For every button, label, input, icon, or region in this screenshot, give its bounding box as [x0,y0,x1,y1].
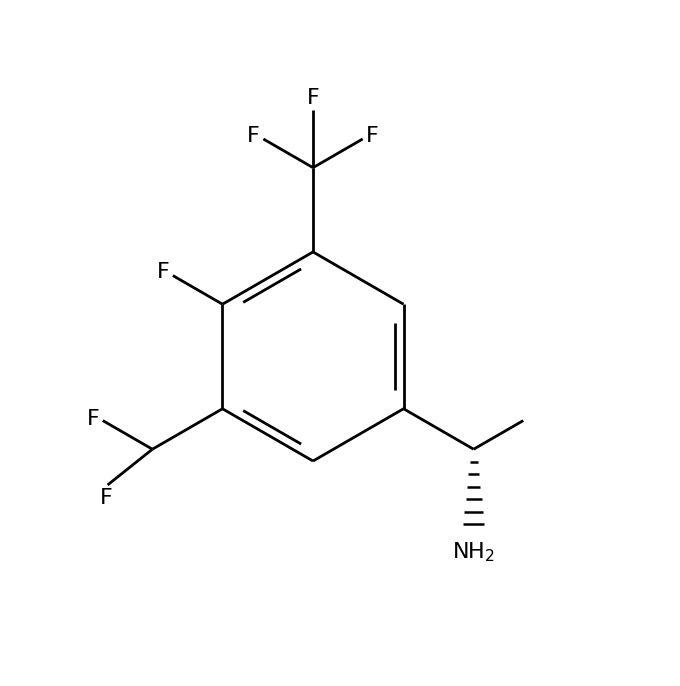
Text: F: F [307,88,320,108]
Text: F: F [100,488,113,508]
Text: F: F [248,126,260,145]
Text: NH$_2$: NH$_2$ [452,541,495,564]
Text: F: F [156,262,169,282]
Text: F: F [366,126,379,145]
Text: F: F [86,410,99,429]
